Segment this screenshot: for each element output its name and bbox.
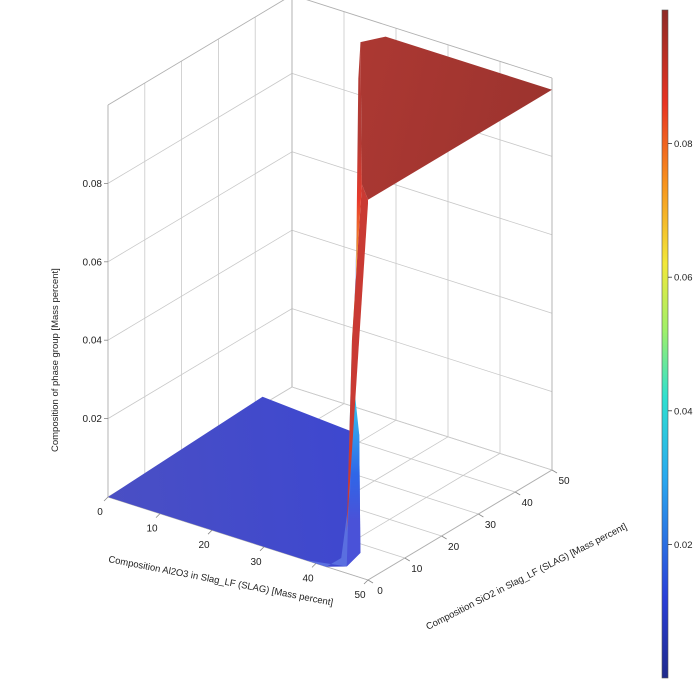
x-tick-label: 50 bbox=[354, 590, 366, 601]
x-tick-label: 10 bbox=[146, 524, 158, 535]
x-tick-mark bbox=[155, 513, 161, 518]
x-axis-title: Composition Al2O3 in Slag_LF (SLAG) [Mas… bbox=[107, 554, 334, 608]
grid-line bbox=[107, 151, 293, 263]
y-tick-mark bbox=[441, 535, 447, 540]
y-tick-label: 0 bbox=[377, 586, 383, 597]
y-tick-mark bbox=[478, 513, 484, 518]
y-tick-mark bbox=[367, 579, 374, 584]
grid-line bbox=[107, 73, 293, 184]
x-tick-mark bbox=[363, 579, 369, 585]
z-tick-label: 0.02 bbox=[83, 414, 103, 425]
z-tick-label: 0.06 bbox=[83, 257, 103, 268]
colorbar-tick-label: 0.04 bbox=[674, 406, 693, 417]
y-tick-mark bbox=[551, 469, 558, 474]
grid-line bbox=[291, 151, 553, 236]
y-tick-mark bbox=[514, 491, 521, 496]
y-tick-label: 30 bbox=[485, 520, 497, 531]
colorbar: 0.02 0.04 0.06 0.08 bbox=[661, 9, 693, 679]
axis-edge bbox=[306, 0, 553, 79]
y-tick-label: 20 bbox=[448, 542, 460, 553]
grid-line bbox=[107, 308, 293, 419]
x-tick-mark bbox=[103, 496, 109, 502]
surface-plateau bbox=[360, 36, 552, 200]
z-tick-label: 0.04 bbox=[83, 336, 103, 347]
colorbar-tick-label: 0.06 bbox=[674, 273, 693, 284]
axis-edge bbox=[107, 496, 369, 581]
y-tick-label: 10 bbox=[411, 564, 423, 575]
y-tick-label: 40 bbox=[522, 498, 534, 509]
axis-edge bbox=[107, 0, 285, 106]
grid-line bbox=[291, 386, 553, 471]
surface-side bbox=[346, 184, 368, 532]
colorbar-tick-label: 0.08 bbox=[674, 139, 693, 150]
x-tick-label: 0 bbox=[97, 507, 103, 518]
surface-floor bbox=[108, 396, 361, 567]
colorbar-tick-label: 0.02 bbox=[674, 540, 693, 551]
axis-ticks: 0 10 20 30 40 50 0 10 20 30 40 50 0.02 0.04 0.06 0.08 bbox=[83, 179, 570, 601]
grid-line bbox=[291, 308, 553, 392]
colorbar-gradient bbox=[661, 9, 669, 679]
x-tick-mark bbox=[207, 529, 213, 535]
y-axis-title: Composition SiO2 in Slag_LF (SLAG) [Mass… bbox=[424, 521, 628, 632]
x-tick-mark bbox=[259, 546, 265, 552]
z-tick-label: 0.08 bbox=[83, 179, 103, 190]
y-tick-label: 50 bbox=[558, 476, 570, 487]
x-tick-mark bbox=[311, 563, 317, 568]
axis-edge bbox=[367, 469, 553, 581]
y-tick-mark bbox=[404, 557, 411, 562]
grid-line bbox=[107, 229, 293, 341]
x-tick-label: 20 bbox=[198, 540, 210, 551]
grid-line bbox=[291, 229, 553, 314]
x-tick-label: 30 bbox=[250, 557, 262, 568]
z-axis-title: Composition of phase group [Mass percent… bbox=[50, 268, 61, 452]
surface bbox=[108, 36, 552, 567]
x-tick-label: 40 bbox=[302, 573, 314, 584]
